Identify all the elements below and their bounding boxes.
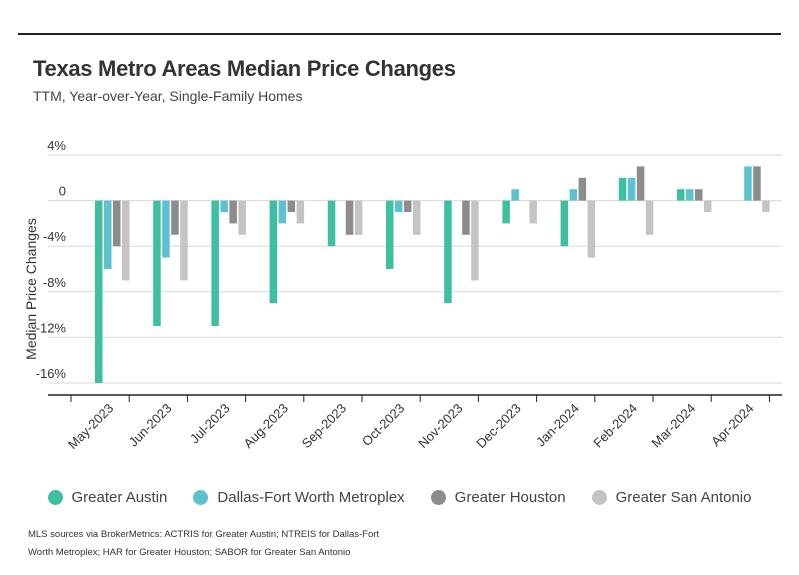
legend-item-greater-san-antonio: Greater San Antonio [591, 489, 752, 506]
bar [211, 200, 219, 326]
y-tick-label: -16% [36, 366, 67, 381]
chart-subtitle: TTM, Year-over-Year, Single-Family Homes [33, 88, 303, 104]
bar [587, 200, 596, 258]
legend-swatch-greater-san-antonio [591, 490, 607, 505]
legend-label-greater-houston: Greater Houston [454, 489, 566, 506]
y-tick-label: -4% [43, 229, 67, 244]
x-tick-label: Sep-2023 [299, 401, 349, 451]
legend-item-greater-austin: Greater Austin [47, 489, 168, 506]
bar [686, 189, 694, 201]
bar [404, 200, 412, 212]
bar [153, 200, 161, 326]
x-tick-label: Nov-2023 [415, 401, 465, 451]
legend-item-greater-houston: Greater Houston [430, 489, 566, 506]
bar [560, 200, 569, 247]
bar [645, 200, 654, 235]
y-tick-label: 0 [59, 184, 66, 199]
bar [171, 200, 179, 235]
bar [529, 200, 537, 224]
bar [113, 200, 121, 247]
bar [180, 200, 188, 281]
bar [627, 177, 636, 201]
bar [471, 200, 479, 281]
bar [762, 200, 770, 212]
legend-label-greater-san-antonio: Greater San Antonio [615, 489, 752, 506]
bar [395, 200, 403, 212]
bar [229, 200, 237, 224]
x-tick-label: Apr-2024 [708, 401, 756, 449]
source-note: MLS sources via BrokerMetrics: ACTRIS fo… [28, 529, 380, 558]
x-tick-label: May-2023 [65, 401, 116, 452]
bar [578, 177, 587, 201]
bar [327, 200, 336, 247]
x-tick-label: Aug-2023 [240, 401, 290, 451]
x-tick-label: Jul-2023 [187, 401, 233, 447]
bar [122, 200, 130, 281]
y-tick-label: 4% [47, 138, 66, 153]
y-axis-label: Median Price Changes [23, 218, 39, 360]
bar [502, 200, 510, 224]
bar [296, 200, 305, 224]
legend-swatch-dallas-fort-worth [193, 490, 209, 505]
bar [162, 200, 170, 258]
bar [704, 200, 712, 212]
bar [354, 200, 363, 235]
chart-frame [18, 33, 781, 567]
legend-swatch-greater-austin [47, 490, 63, 505]
bar [695, 189, 703, 201]
legend-item-dallas-fort-worth: Dallas-Fort Worth Metroplex [193, 489, 405, 506]
bar [95, 200, 103, 383]
legend-swatch-greater-houston [430, 490, 446, 505]
bar [278, 200, 287, 224]
bar [636, 166, 645, 201]
bar [744, 166, 752, 201]
bar [269, 200, 278, 304]
bar [386, 200, 394, 269]
bar [104, 200, 112, 269]
bar [287, 200, 296, 212]
chart-title: Texas Metro Areas Median Price Changes [33, 56, 456, 81]
bar [511, 189, 519, 201]
y-tick-label: -8% [43, 275, 67, 290]
x-tick-label: Dec-2023 [473, 401, 523, 451]
bar [345, 200, 354, 235]
bar [444, 200, 452, 304]
y-tick-label: -12% [36, 320, 67, 335]
legend-label-greater-austin: Greater Austin [71, 489, 168, 506]
bar [220, 200, 228, 212]
x-tick-label: Feb-2024 [590, 401, 640, 451]
x-tick-label: Jun-2023 [126, 401, 175, 450]
bar [569, 189, 578, 201]
x-tick-label: Oct-2023 [359, 401, 407, 449]
bar [753, 166, 761, 201]
x-tick-label: Mar-2024 [648, 401, 698, 451]
bar [413, 200, 421, 235]
bar [618, 177, 627, 201]
x-tick-label: Jan-2024 [533, 401, 582, 450]
bar [462, 200, 470, 235]
bar [677, 189, 685, 201]
chart-legend: Greater Austin Dallas-Fort Worth Metropl… [0, 489, 799, 506]
legend-label-dallas-fort-worth: Dallas-Fort Worth Metroplex [217, 489, 405, 506]
bar [238, 200, 246, 235]
